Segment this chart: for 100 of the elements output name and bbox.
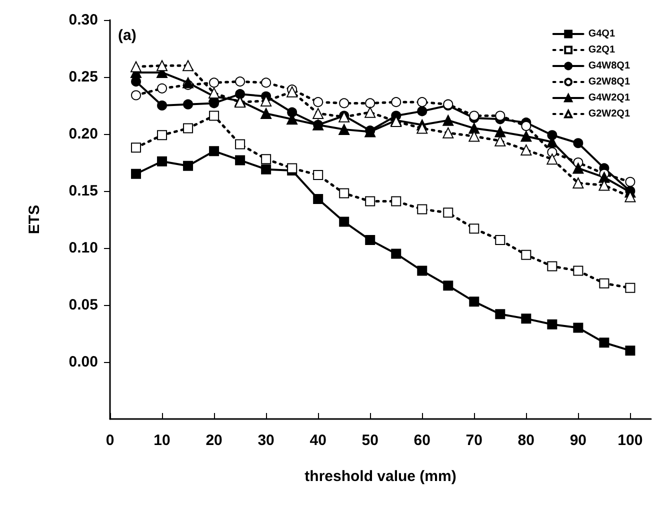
point xyxy=(625,282,636,293)
y-tick-label: 0.10 xyxy=(68,240,98,256)
x-tick-label: 100 xyxy=(618,432,643,449)
point xyxy=(521,314,532,324)
point xyxy=(364,106,376,118)
point xyxy=(157,100,168,110)
x-tick-label: 10 xyxy=(154,432,170,449)
point xyxy=(261,78,272,88)
y-axis-title: ETS xyxy=(26,204,43,234)
point xyxy=(312,108,324,119)
point xyxy=(521,250,532,260)
x-tick-label: 30 xyxy=(258,432,274,449)
point xyxy=(494,126,506,138)
legend-label: G2Q1 xyxy=(588,44,616,56)
point xyxy=(625,346,636,356)
point xyxy=(547,319,558,330)
point xyxy=(183,123,194,134)
point xyxy=(131,142,142,153)
point xyxy=(495,309,506,320)
point xyxy=(391,97,402,108)
y-tick-label: 0.00 xyxy=(68,354,98,370)
point xyxy=(495,235,506,246)
point xyxy=(572,178,584,189)
point xyxy=(417,97,428,108)
point xyxy=(546,154,558,165)
point xyxy=(235,155,246,166)
y-tick-label: 0.25 xyxy=(68,68,98,86)
x-tick-label: 70 xyxy=(466,432,482,449)
point xyxy=(235,139,246,150)
x-tick-label: 90 xyxy=(570,432,587,449)
point xyxy=(157,130,168,140)
legend-label: G4Q1 xyxy=(588,28,616,40)
point xyxy=(573,266,584,276)
point xyxy=(442,127,454,138)
legend-label: G2W8Q1 xyxy=(588,76,630,88)
point xyxy=(208,87,220,98)
point xyxy=(469,224,480,234)
point xyxy=(391,248,402,259)
point xyxy=(520,144,532,156)
point xyxy=(261,164,272,174)
x-tick-label: 0 xyxy=(106,432,114,449)
point xyxy=(182,77,194,88)
y-tick-label: 0.30 xyxy=(68,12,98,28)
x-tick-label: 80 xyxy=(518,432,534,449)
point xyxy=(417,266,428,276)
point xyxy=(495,110,506,121)
point xyxy=(260,108,272,119)
point xyxy=(573,322,584,333)
point xyxy=(469,296,480,307)
legend-label: G2W2Q1 xyxy=(588,108,630,120)
point xyxy=(547,261,558,272)
legend-label: G4W8Q1 xyxy=(588,60,630,72)
x-tick-label: 20 xyxy=(206,432,222,449)
point xyxy=(209,110,220,121)
point xyxy=(209,78,220,88)
point xyxy=(339,216,350,227)
point xyxy=(157,156,168,166)
point xyxy=(183,99,194,110)
point xyxy=(157,83,168,94)
point xyxy=(599,338,610,348)
point xyxy=(313,97,324,108)
point xyxy=(365,196,376,206)
point xyxy=(131,90,142,100)
point xyxy=(182,60,194,72)
point xyxy=(313,194,324,204)
y-tick-label: 0.15 xyxy=(68,182,98,200)
point xyxy=(520,130,532,142)
point xyxy=(131,168,142,179)
point xyxy=(131,76,142,87)
x-tick-label: 50 xyxy=(362,432,378,449)
x-axis-title: threshold value (mm) xyxy=(304,468,456,485)
point xyxy=(339,188,350,198)
point xyxy=(442,114,454,126)
legend-label: G4W2Q1 xyxy=(588,92,630,104)
point xyxy=(599,278,610,288)
point xyxy=(468,122,480,134)
point xyxy=(625,176,636,187)
point xyxy=(573,138,584,148)
x-tick-label: 60 xyxy=(414,432,430,449)
point xyxy=(183,160,194,171)
x-tick-label: 40 xyxy=(310,432,326,449)
point xyxy=(521,121,532,132)
point xyxy=(156,60,168,72)
point xyxy=(209,146,220,156)
point xyxy=(469,110,480,121)
y-tick-label: 0.20 xyxy=(68,126,98,142)
point xyxy=(417,106,428,116)
point xyxy=(235,76,246,87)
point xyxy=(338,124,350,135)
point xyxy=(130,61,142,72)
point xyxy=(261,154,272,164)
point xyxy=(313,170,324,180)
point xyxy=(286,86,298,98)
point xyxy=(443,208,454,218)
annotation: (a) xyxy=(118,27,136,44)
point xyxy=(624,191,636,202)
point xyxy=(365,98,376,108)
point xyxy=(572,162,584,174)
point xyxy=(339,98,350,108)
y-tick-label: 0.05 xyxy=(68,296,98,314)
